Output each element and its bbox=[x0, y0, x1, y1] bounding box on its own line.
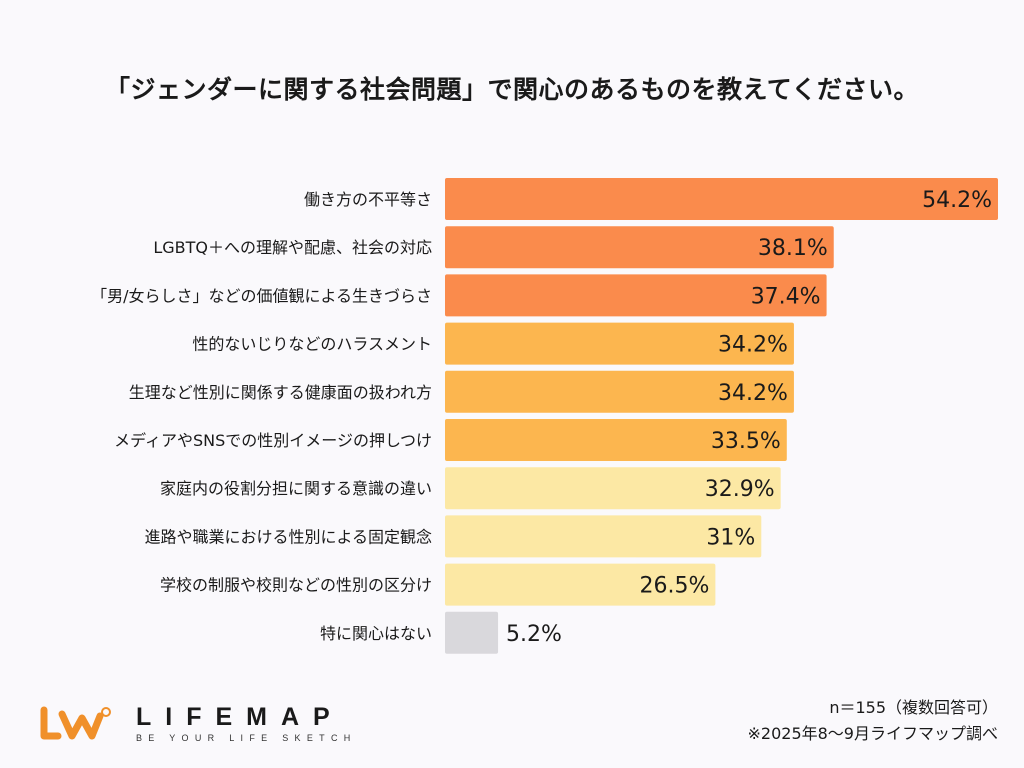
source-note: ※2025年8〜9月ライフマップ調べ bbox=[747, 724, 999, 743]
category-label: 学校の制服や校則などの性別の区分け bbox=[160, 576, 432, 595]
data-label: 32.9% bbox=[705, 477, 775, 502]
category-label: 家庭内の役割分担に関する意識の違い bbox=[160, 479, 432, 498]
data-label: 38.1% bbox=[758, 236, 828, 261]
category-label: メディアやSNSでの性別イメージの押しつけ bbox=[114, 431, 432, 450]
data-label: 33.5% bbox=[711, 429, 781, 454]
category-label: 働き方の不平等さ bbox=[304, 190, 432, 209]
bar bbox=[445, 515, 762, 558]
lifemap-logo: LIFEMAP BE YOUR LIFE SKETCH bbox=[40, 705, 357, 743]
data-label: 26.5% bbox=[639, 574, 709, 599]
category-label: LGBTQ＋への理解や配慮、社会の対応 bbox=[153, 238, 432, 257]
category-label: 進路や職業における性別による固定観念 bbox=[144, 527, 432, 546]
category-label: 「男/女らしさ」などの価値観による生きづらさ bbox=[91, 286, 432, 305]
bar bbox=[445, 178, 998, 220]
data-label: 5.2% bbox=[506, 622, 562, 647]
sample-note: n＝155（複数回答可） bbox=[829, 698, 998, 717]
chart-title: 「ジェンダーに関する社会問題」で関心のあるものを教えてください。 bbox=[104, 75, 919, 104]
bar bbox=[445, 226, 834, 269]
logo-tagline: BE YOUR LIFE SKETCH bbox=[136, 733, 357, 743]
bar bbox=[445, 322, 794, 365]
bar bbox=[445, 611, 499, 654]
data-label: 31% bbox=[706, 525, 755, 550]
bar bbox=[445, 274, 827, 317]
bar bbox=[445, 563, 716, 606]
data-label: 34.2% bbox=[718, 381, 788, 406]
bar bbox=[445, 467, 781, 510]
category-label: 性的ないじりなどのハラスメント bbox=[192, 335, 432, 354]
data-label: 37.4% bbox=[751, 284, 821, 309]
data-label: 34.2% bbox=[718, 333, 788, 358]
category-label: 生理など性別に関係する健康面の扱われ方 bbox=[129, 383, 432, 402]
lifemap-logo-icon bbox=[40, 706, 111, 740]
logo-name: LIFEMAP bbox=[136, 703, 344, 731]
bar bbox=[445, 419, 787, 461]
bar bbox=[445, 370, 794, 413]
category-label: 特に関心はない bbox=[320, 624, 432, 643]
data-label: 54.2% bbox=[922, 188, 992, 213]
